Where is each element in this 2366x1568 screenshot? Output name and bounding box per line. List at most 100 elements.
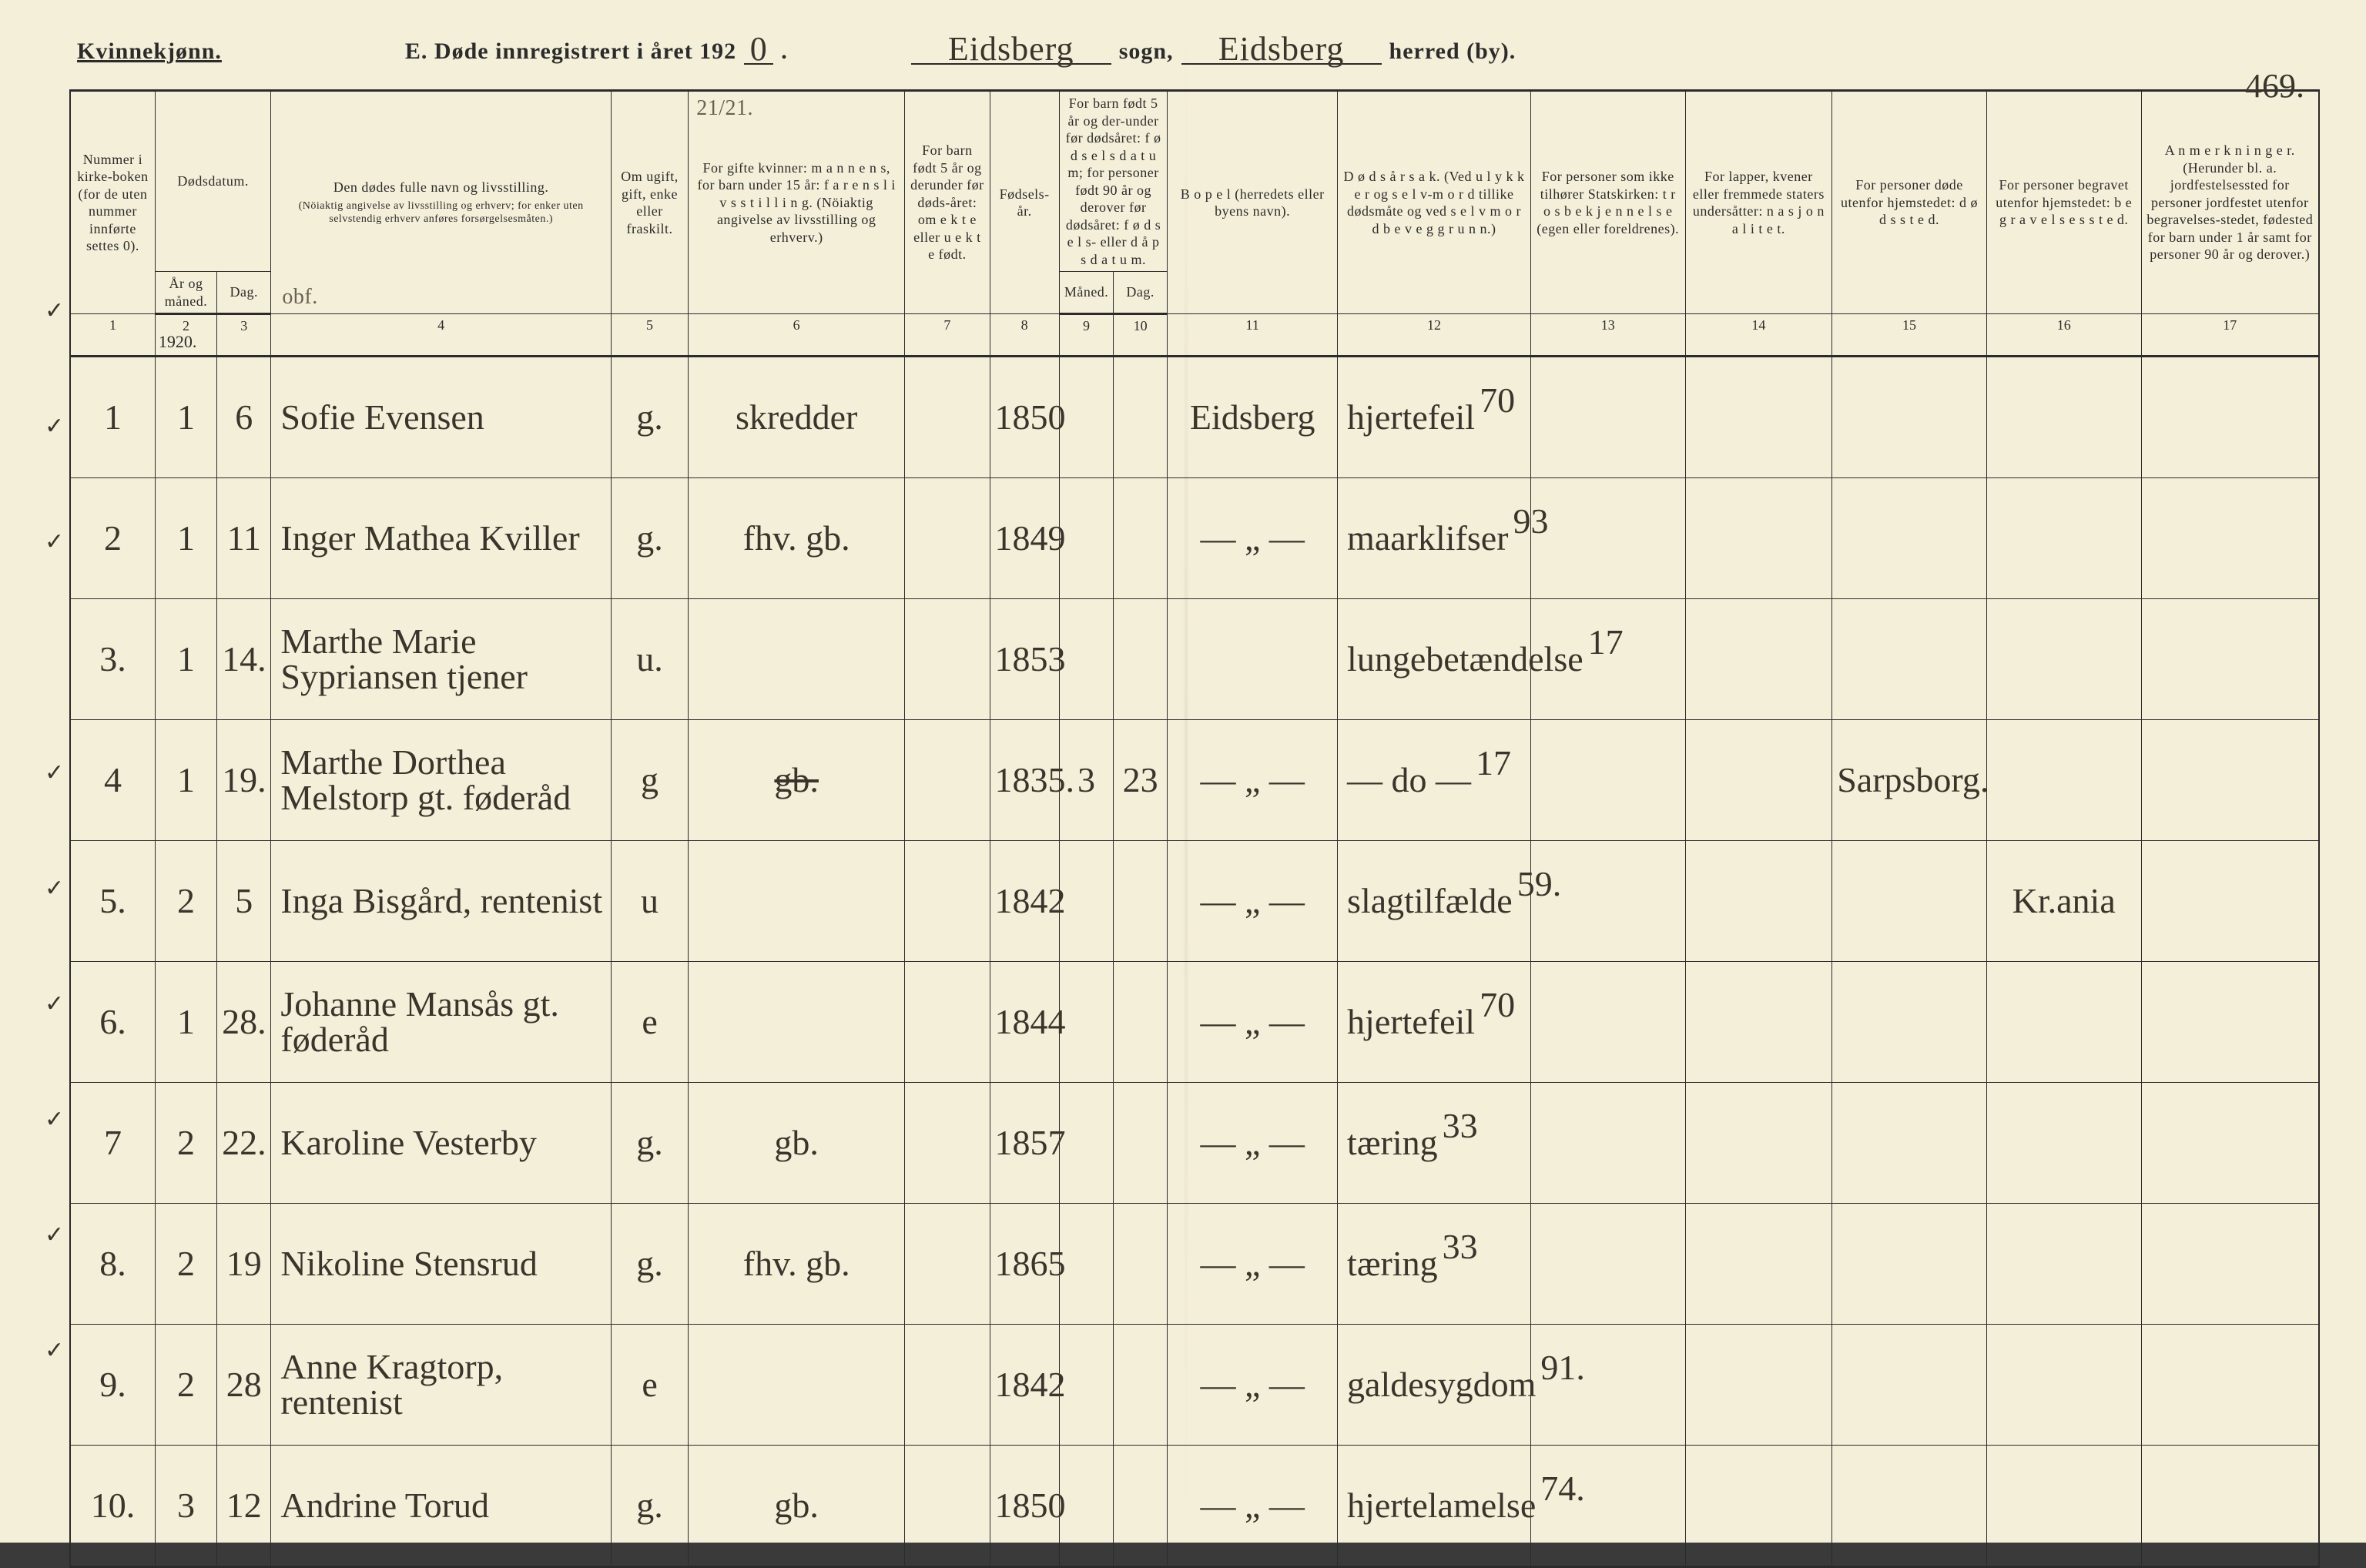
col-h8: Fødsels-år. [990, 91, 1059, 314]
col-h4-sub: (Nöiaktig angivelse av livsstilling og e… [276, 199, 606, 226]
cell: 5 [217, 841, 271, 962]
col-h2a: År og måned. [155, 272, 216, 314]
cell: 1853 [990, 599, 1059, 720]
cell-text: e [642, 1002, 657, 1041]
cell [905, 1083, 990, 1204]
cell: 10. [70, 1446, 155, 1567]
cell-text: 1844 [995, 1002, 1066, 1041]
cell-text: 1 [177, 639, 195, 678]
cell-text: Marthe Dorthea Melstorp gt. føderåd [280, 742, 571, 817]
cause-text: slagtilfælde [1347, 881, 1513, 920]
cell: — „ — [1168, 962, 1338, 1083]
cell: 14. [217, 599, 271, 720]
cell-text: u [641, 881, 659, 920]
cell: Marthe Dorthea Melstorp gt. føderåd [271, 720, 612, 841]
col-h9-group: For barn født 5 år og der-under før døds… [1059, 91, 1167, 272]
cell [1168, 599, 1338, 720]
cell [905, 478, 990, 599]
cell: 23 [1114, 720, 1168, 841]
cell-text: 1849 [995, 518, 1066, 558]
cell [1059, 1204, 1113, 1325]
margin-tick: ✓ [45, 990, 64, 1017]
cell [2141, 841, 2319, 962]
cell: g. [611, 1083, 688, 1204]
cell: 19 [217, 1204, 271, 1325]
cell-text: 2 [177, 1244, 195, 1283]
cell-text: 1 [177, 518, 195, 558]
cell-text: — „ — [1200, 1486, 1304, 1525]
cell-text: 2 [177, 1365, 195, 1404]
cell [1986, 1446, 2141, 1567]
col-h14: For lapper, kvener eller fremmede stater… [1685, 91, 1832, 314]
cell: 2 [155, 1083, 216, 1204]
cell-text: 14. [222, 639, 266, 678]
cell-text: g. [636, 1486, 663, 1525]
col-h9a: Måned. [1059, 272, 1113, 314]
cell-text: 1842 [995, 1365, 1066, 1404]
cell: g. [611, 357, 688, 478]
cell-text: 3. [99, 639, 126, 678]
colnum-2-year: 1920. [159, 332, 197, 352]
cell [1832, 1204, 1987, 1325]
cell-text: gb. [774, 760, 819, 799]
cell [1685, 357, 1832, 478]
margin-tick: ✓ [45, 1221, 64, 1248]
col-h2-group: Dødsdatum. [155, 91, 271, 272]
colnum: 1 [70, 314, 155, 357]
cell [1114, 841, 1168, 962]
title-prefix: E. Døde innregistrert i året 192 [405, 39, 736, 65]
cell [1986, 1204, 2141, 1325]
cell-text: — „ — [1200, 760, 1304, 799]
page-number: 469. [2245, 69, 2304, 103]
cell-text: 6 [235, 397, 253, 437]
age-text: 17 [1476, 743, 1511, 782]
cell: 1835. [990, 720, 1059, 841]
cell-text: 19 [226, 1244, 262, 1283]
cell-text: Marthe Marie Sypriansen tjener [280, 622, 528, 696]
cell-text: fhv. gb. [743, 1244, 850, 1283]
cell [2141, 478, 2319, 599]
cell: Kr.ania [1986, 841, 2141, 962]
cell: 1850 [990, 1446, 1059, 1567]
cell [905, 599, 990, 720]
cell [1530, 1083, 1685, 1204]
cell: Johanne Mansås gt. føderåd [271, 962, 612, 1083]
table-row: 8.219Nikoline Stensrudg.fhv. gb.1865— „ … [70, 1204, 2319, 1325]
colnum: 3 [217, 314, 271, 357]
age-text: 74. [1540, 1469, 1585, 1508]
cell-text: 1 [177, 1002, 195, 1041]
cell: 22. [217, 1083, 271, 1204]
cell [1685, 1204, 1832, 1325]
cause-cell: hjertelamelse74. [1347, 1488, 1526, 1523]
colnum: 2 1920. [155, 314, 216, 357]
cell-text: 8. [99, 1244, 126, 1283]
table-head: Nummer i kirke-boken (for de uten nummer… [70, 91, 2319, 314]
colnum: 13 [1530, 314, 1685, 357]
cell: hjertefeil70 [1338, 357, 1531, 478]
cell: 28. [217, 962, 271, 1083]
col-h9b: Dag. [1114, 272, 1168, 314]
cell [1685, 1446, 1832, 1567]
cell: e [611, 1325, 688, 1446]
cell [1685, 1083, 1832, 1204]
cell: Karoline Vesterby [271, 1083, 612, 1204]
cell: 1857 [990, 1083, 1059, 1204]
colnum: 4 [271, 314, 612, 357]
cell-text: — „ — [1200, 1365, 1304, 1404]
cause-text: hjertelamelse [1347, 1486, 1536, 1525]
cell [1059, 1083, 1113, 1204]
cell [905, 357, 990, 478]
age-text: 59. [1517, 864, 1562, 903]
cell-text: 5. [99, 881, 126, 920]
col-h6-hand-anno: 21/21. [696, 95, 753, 122]
cause-text: hjertefeil [1347, 397, 1475, 437]
cell: — „ — [1168, 720, 1338, 841]
cell: 1 [155, 478, 216, 599]
cell [1059, 1446, 1113, 1567]
cell: fhv. gb. [689, 478, 905, 599]
cell [1685, 1325, 1832, 1446]
col-h12: D ø d s å r s a k. (Ved u l y k k e r og… [1338, 91, 1531, 314]
col-h5: Om ugift, gift, enke eller fraskilt. [611, 91, 688, 314]
cell: Anne Kragtorp, rentenist [271, 1325, 612, 1446]
year-blank: 0 [744, 42, 773, 65]
